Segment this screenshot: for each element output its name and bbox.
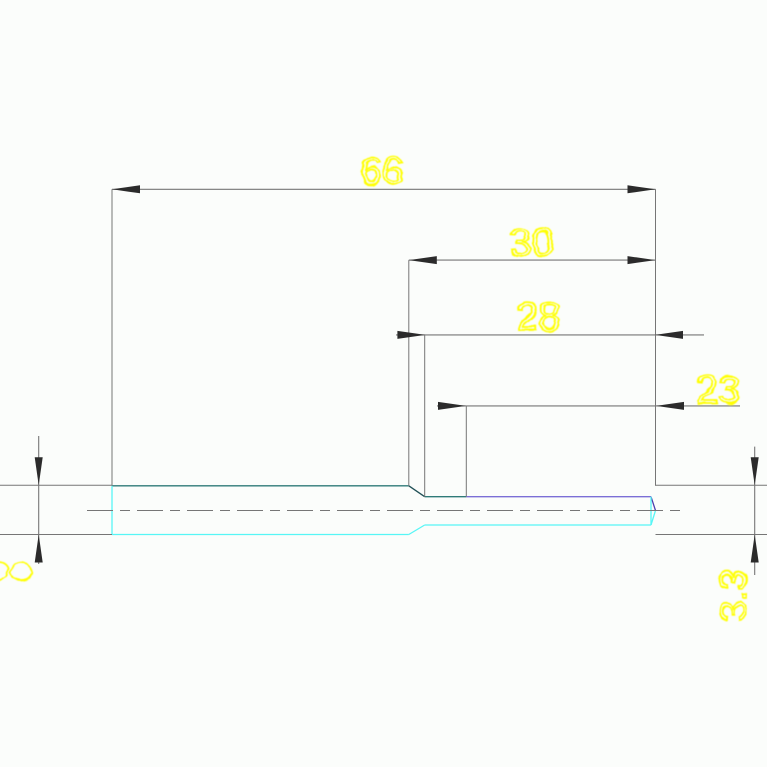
svg-text:28: 28 xyxy=(516,295,561,339)
svg-text:23: 23 xyxy=(696,368,741,412)
svg-text:66: 66 xyxy=(360,150,403,193)
svg-text:30: 30 xyxy=(509,221,554,265)
svg-text:3.3: 3.3 xyxy=(713,569,755,622)
